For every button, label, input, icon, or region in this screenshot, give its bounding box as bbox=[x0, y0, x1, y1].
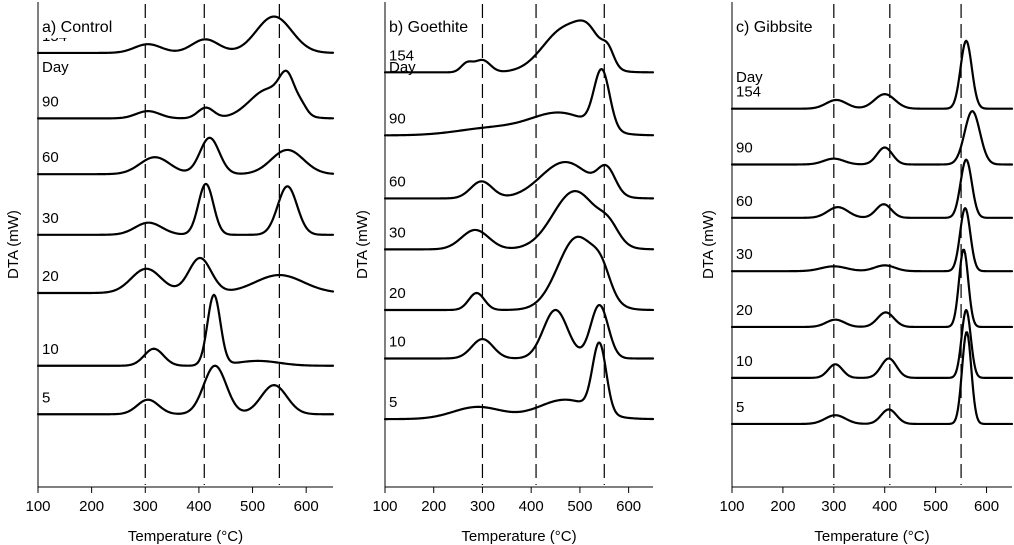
x-tick-label: 600 bbox=[616, 498, 641, 515]
series-label: 90 bbox=[736, 139, 753, 156]
series-label: 60 bbox=[736, 193, 753, 210]
series-line-day-5 bbox=[730, 331, 1014, 426]
series-line-day-154 bbox=[383, 19, 655, 74]
chart-panel-2: 100 200 300 400 500 600 Temperature (°C) DTA (m… bbox=[354, 2, 655, 545]
series-line-day-30 bbox=[730, 207, 1014, 273]
series-line-day-10 bbox=[383, 303, 655, 360]
series-label: 5 bbox=[42, 389, 50, 406]
series-line-day-90 bbox=[730, 110, 1014, 166]
x-tick-label: 300 bbox=[133, 498, 158, 515]
x-axis-title: Temperature (°C) bbox=[814, 528, 929, 545]
y-axis-title: DTA (mW) bbox=[354, 210, 371, 279]
x-tick-label: 400 bbox=[872, 498, 897, 515]
series-label: 90 bbox=[42, 93, 59, 110]
series-line-day-10 bbox=[36, 293, 335, 367]
series-line-day-90 bbox=[36, 69, 335, 120]
x-axis-title: Temperature (°C) bbox=[461, 528, 576, 545]
series-label: 20 bbox=[42, 268, 59, 285]
series-line-day-60 bbox=[730, 158, 1014, 219]
series-label: 60 bbox=[389, 173, 406, 190]
panel-title-background bbox=[387, 14, 471, 38]
x-tick-label: 500 bbox=[240, 498, 265, 515]
series-label: 154 bbox=[736, 84, 761, 101]
x-tick-label: 300 bbox=[470, 498, 495, 515]
series-line-day-30 bbox=[36, 182, 335, 236]
series-label: 90 bbox=[389, 110, 406, 127]
series-label: 30 bbox=[736, 246, 753, 263]
series-line-day-5 bbox=[383, 341, 655, 421]
series-label: 10 bbox=[736, 353, 753, 370]
series-label: 30 bbox=[389, 224, 406, 241]
series-label: 20 bbox=[736, 302, 753, 319]
panel-title: a) Control bbox=[42, 19, 112, 36]
x-tick-label: 500 bbox=[567, 498, 592, 515]
series-label: 60 bbox=[42, 149, 59, 166]
x-tick-label: 400 bbox=[519, 498, 544, 515]
series-label: 10 bbox=[389, 333, 406, 350]
series-label: 5 bbox=[736, 399, 744, 416]
x-tick-label: 300 bbox=[821, 498, 846, 515]
x-tick-label: 500 bbox=[923, 498, 948, 515]
series-line-day-20 bbox=[383, 235, 655, 312]
x-tick-label: 600 bbox=[294, 498, 319, 515]
series-label: 20 bbox=[389, 285, 406, 302]
series-label: 154 bbox=[389, 47, 414, 64]
panel-title-background bbox=[40, 14, 115, 38]
series-label: 10 bbox=[42, 341, 59, 358]
series-line-day-20 bbox=[730, 248, 1014, 329]
x-tick-label: 600 bbox=[974, 498, 999, 515]
panel-title-background bbox=[734, 14, 815, 38]
series-line-day-90 bbox=[383, 67, 655, 137]
series-line-day-20 bbox=[36, 256, 335, 295]
chart-panel-3: 100 200 300 400 500 600 Temperature (°C) DTA (m… bbox=[700, 2, 1014, 545]
series-header: Day bbox=[736, 69, 763, 86]
x-tick-label: 200 bbox=[421, 498, 446, 515]
series-line-day-154 bbox=[36, 15, 335, 55]
chart-panel-1: 100 200 300 400 500 600 Temperature (°C) DTA (m… bbox=[5, 2, 335, 545]
series-line-day-10 bbox=[730, 308, 1014, 379]
series-header: Day bbox=[42, 59, 69, 76]
x-tick-label: 100 bbox=[372, 498, 397, 515]
series-line-day-154 bbox=[730, 39, 1014, 110]
series-line-day-60 bbox=[383, 160, 655, 200]
series-line-day-60 bbox=[36, 136, 335, 176]
series-label: 30 bbox=[42, 210, 59, 227]
x-tick-label: 200 bbox=[770, 498, 795, 515]
x-tick-label: 100 bbox=[25, 498, 50, 515]
series-line-day-5 bbox=[36, 364, 335, 416]
y-axis-title: DTA (mW) bbox=[5, 210, 22, 279]
series-label: 5 bbox=[389, 394, 397, 411]
x-tick-label: 400 bbox=[186, 498, 211, 515]
series-line-day-30 bbox=[383, 190, 655, 251]
y-axis-title: DTA (mW) bbox=[700, 210, 717, 279]
x-tick-label: 100 bbox=[719, 498, 744, 515]
x-tick-label: 200 bbox=[79, 498, 104, 515]
panel-title: c) Gibbsite bbox=[736, 19, 813, 36]
x-axis-title: Temperature (°C) bbox=[128, 528, 243, 545]
series-header: Day bbox=[389, 59, 416, 76]
panel-title: b) Goethite bbox=[389, 19, 468, 36]
